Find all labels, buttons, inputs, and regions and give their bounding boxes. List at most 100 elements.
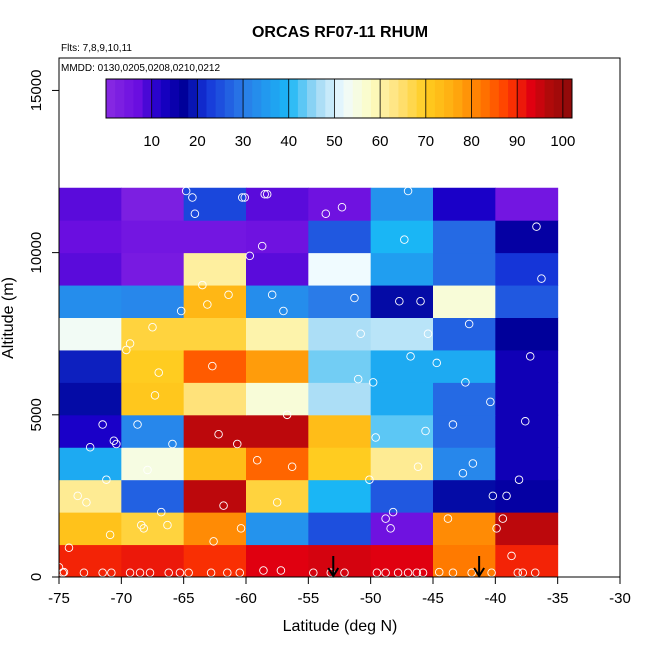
- heatmap-cell: [433, 544, 496, 578]
- observation-point: [443, 514, 453, 523]
- heatmap-cell: [433, 285, 496, 318]
- heatmap-cell: [370, 187, 434, 221]
- colorbar-segment: [508, 79, 518, 118]
- colorbar-segment: [270, 79, 281, 118]
- observation-point: [208, 361, 217, 371]
- heatmap-cell: [59, 317, 122, 351]
- observation-point: [434, 567, 444, 577]
- heatmap-cell: [495, 252, 559, 286]
- observation-point: [262, 189, 272, 199]
- heatmap-cell: [370, 382, 434, 416]
- heatmap-cell: [246, 414, 309, 448]
- colorbar-segment: [261, 79, 271, 118]
- colorbar-tick-label: 30: [235, 133, 252, 150]
- colorbar-segment: [206, 79, 217, 118]
- colorbar-segment: [489, 79, 500, 118]
- x-tick-label: -65: [173, 590, 195, 607]
- colorbar-segment: [553, 79, 564, 118]
- observation-point: [498, 514, 508, 523]
- heatmap-cell: [495, 447, 559, 481]
- heatmap-cell: [433, 512, 496, 546]
- x-axis-label: Latitude (deg N): [283, 618, 398, 635]
- colorbar-segment: [288, 79, 299, 118]
- colorbar-segment: [498, 79, 509, 118]
- heatmap-cell: [121, 252, 185, 286]
- observation-point: [337, 202, 347, 212]
- heatmap-cell: [246, 187, 309, 221]
- colorbar-segment: [115, 79, 125, 118]
- y-axis-label: Altitude (m): [0, 277, 17, 359]
- observation-point: [502, 491, 511, 501]
- heatmap-cell: [59, 414, 122, 448]
- heatmap-cell: [183, 479, 247, 513]
- observation-point: [448, 420, 458, 429]
- observation-point: [537, 274, 546, 283]
- heatmap-cell: [495, 317, 559, 351]
- colorbar-segment: [352, 79, 363, 118]
- heatmap-cell: [308, 317, 372, 351]
- colorbar-tick-label: 20: [189, 133, 206, 150]
- x-axis: -75 -70 -65 -60 -55 -50 -45 -40 -35 -30: [48, 577, 631, 607]
- x-tick-label: -55: [297, 590, 319, 607]
- observation-point: [486, 397, 495, 407]
- observation-point: [73, 491, 82, 501]
- observation-point: [133, 420, 142, 429]
- observation-point: [238, 193, 247, 202]
- observation-point: [122, 345, 131, 355]
- colorbar-tick-label: 40: [280, 133, 297, 150]
- heatmap-cell: [121, 512, 185, 546]
- colorbar-segment: [343, 79, 354, 118]
- heatmap-cell: [246, 220, 309, 254]
- observation-point: [82, 498, 91, 507]
- colorbar-segment: [252, 79, 262, 118]
- observation-point: [259, 566, 268, 575]
- observation-point: [176, 306, 186, 316]
- observation-point: [233, 439, 242, 449]
- observation-point: [276, 566, 286, 575]
- observation-point: [287, 462, 297, 471]
- heatmap-cell: [121, 285, 185, 318]
- observation-point: [236, 524, 246, 533]
- colorbar-segment: [444, 79, 454, 118]
- x-tick-label: -50: [360, 590, 382, 607]
- observation-point: [168, 439, 177, 449]
- observation-point: [203, 300, 212, 309]
- observation-point: [98, 420, 107, 429]
- observation-point: [403, 186, 413, 196]
- observation-point: [267, 290, 277, 300]
- observation-point: [406, 352, 415, 361]
- colorbar-segment: [416, 79, 427, 118]
- observation-point: [432, 358, 441, 368]
- heatmap-cell: [59, 512, 122, 546]
- observation-point: [386, 524, 395, 533]
- heatmap-cell: [183, 447, 247, 481]
- observation-point: [416, 297, 425, 306]
- heatmap-cell: [370, 479, 434, 513]
- observation-point: [150, 391, 160, 400]
- observation-point: [209, 537, 218, 546]
- heatmap-cell: [246, 252, 309, 286]
- colorbar-segment: [562, 79, 573, 118]
- colorbar-segment: [297, 79, 308, 118]
- observation-point: [198, 280, 207, 290]
- chart-title: ORCAS RF07-11 RHUM: [252, 24, 428, 41]
- observation-point: [282, 410, 292, 420]
- observation-point: [139, 524, 149, 533]
- heatmap-cell: [370, 317, 434, 351]
- heatmap-cell: [121, 317, 185, 351]
- arrow-head: [327, 567, 340, 578]
- colorbar-segment: [133, 79, 143, 118]
- colorbar-segment: [535, 79, 545, 118]
- heatmap-cells: [59, 187, 559, 578]
- heatmap-cell: [246, 512, 309, 546]
- observation-point: [468, 459, 478, 468]
- heatmap-cell: [308, 512, 372, 546]
- colorbar-segment: [389, 79, 399, 118]
- heatmap-cell: [308, 220, 372, 254]
- heatmap-cell: [59, 544, 122, 578]
- plot-frame: [58, 57, 621, 578]
- heatmap-cell: [495, 479, 559, 513]
- observation-point: [388, 507, 398, 517]
- colorbar-segment: [434, 79, 445, 118]
